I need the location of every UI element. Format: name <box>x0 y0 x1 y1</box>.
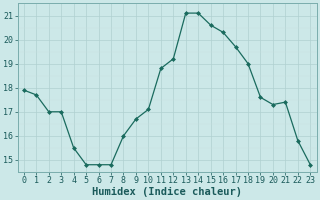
X-axis label: Humidex (Indice chaleur): Humidex (Indice chaleur) <box>92 186 242 197</box>
